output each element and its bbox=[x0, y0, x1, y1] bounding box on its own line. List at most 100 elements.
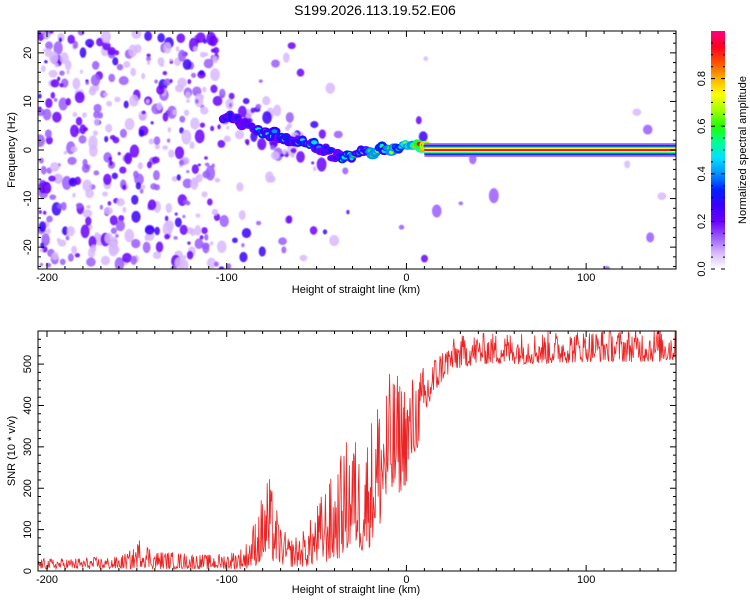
spectrogram-noise-blob bbox=[86, 257, 96, 267]
spectrogram-noise-blob bbox=[285, 112, 294, 123]
spectrogram-noise-blob bbox=[234, 130, 245, 140]
spectrogram-noise-blob bbox=[90, 74, 101, 87]
spectrogram-noise-blob bbox=[66, 69, 70, 75]
spectrogram-noise-blob bbox=[213, 261, 219, 267]
spectrogram-noise-blob bbox=[333, 130, 343, 139]
snr-x-tick-label: -100 bbox=[216, 574, 238, 586]
spectrogram-noise-blob bbox=[129, 144, 140, 158]
spectrogram-noise-blob bbox=[131, 238, 141, 249]
spectrogram-noise-blob bbox=[197, 163, 201, 167]
spectrogram-noise-blob bbox=[130, 67, 137, 77]
spectrogram-noise-blob bbox=[265, 171, 274, 183]
spectrogram-noise-blob bbox=[142, 241, 151, 254]
spectrogram-noise-blob bbox=[106, 100, 113, 107]
spectrogram-noise-blob bbox=[49, 162, 60, 172]
spectrogram-noise-blob bbox=[201, 227, 208, 235]
spectrogram-noise-blob bbox=[139, 188, 144, 194]
spectrogram-noise-blob bbox=[75, 202, 83, 209]
spectrogram-noise-blob bbox=[152, 251, 162, 260]
spectrogram-noise-blob bbox=[40, 165, 47, 175]
snr-panel: -200 -100 0 100 0 100 200 300 400 500 Height of s… bbox=[6, 330, 677, 596]
spectrogram-noise-blob bbox=[112, 57, 119, 66]
spectrogram-noise-blob bbox=[201, 242, 210, 250]
snr-y-tick-label: 200 bbox=[22, 479, 34, 497]
spectrogram-noise-blob bbox=[217, 124, 221, 130]
snr-y-tick-label: 400 bbox=[22, 396, 34, 414]
spectrogram-ridge-cell bbox=[271, 129, 278, 134]
spectrogram-noise-blob bbox=[192, 178, 198, 186]
spectrogram-noise-blob bbox=[210, 48, 216, 53]
spectrogram-noise-blob bbox=[101, 31, 111, 43]
spectrogram-x-label: Height of straight line (km) bbox=[292, 284, 420, 296]
spectrogram-noise-blob bbox=[239, 251, 248, 263]
spectrogram-noise-blob bbox=[258, 79, 263, 83]
spectrogram-noise-blob bbox=[117, 151, 121, 156]
spectrogram-noise-blob bbox=[211, 208, 219, 216]
spectrogram-noise-blob bbox=[199, 122, 206, 128]
spectrogram-y-tick-label: 20 bbox=[22, 47, 34, 59]
spectrogram-noise-blob bbox=[133, 170, 139, 179]
spectrogram-noise-blob bbox=[74, 176, 82, 186]
spectrogram-noise-blob bbox=[45, 98, 53, 109]
spectrogram-noise-blob bbox=[57, 203, 63, 209]
spectrogram-noise-blob bbox=[168, 149, 175, 158]
spectrogram-noise-blob bbox=[204, 156, 208, 160]
spectrogram-noise-blob bbox=[53, 97, 58, 102]
spectrogram-noise-blob bbox=[182, 255, 187, 260]
spectrogram-noise-blob bbox=[280, 153, 284, 157]
spectrogram-noise-blob bbox=[144, 224, 155, 235]
spectrogram-noise-blob bbox=[44, 129, 52, 139]
spectrogram-noise-blob bbox=[50, 91, 56, 99]
spectrogram-noise-blob bbox=[171, 175, 178, 182]
spectrogram-noise-blob bbox=[82, 209, 93, 218]
spectrogram-noise-blob bbox=[42, 48, 46, 52]
spectrogram-noise-blob bbox=[82, 112, 87, 118]
spectrogram-noise-blob bbox=[287, 122, 293, 129]
snr-y-label: SNR (10 * v/v) bbox=[6, 416, 18, 486]
spectrogram-noise-blob bbox=[318, 129, 326, 139]
spectrogram-noise-blob bbox=[148, 138, 154, 145]
spectrogram-noise-blob bbox=[122, 184, 127, 190]
spectrogram-noise-blob bbox=[45, 41, 53, 50]
spectrogram-noise-blob bbox=[156, 102, 163, 111]
spectrogram-noise-blob bbox=[203, 58, 214, 69]
spectrogram-noise-blob bbox=[157, 57, 165, 66]
spectrogram-noise-blob bbox=[198, 70, 205, 76]
spectrogram-noise-blob bbox=[209, 241, 214, 246]
colorbar-tick-label: 0.6 bbox=[696, 119, 708, 134]
spectrogram-noise-blob bbox=[313, 165, 317, 172]
spectrogram-noise-blob bbox=[99, 204, 104, 210]
spectrogram-noise-blob bbox=[65, 97, 71, 106]
spectrogram-noise-blob bbox=[174, 217, 182, 228]
spectrogram-noise-blob bbox=[63, 150, 68, 155]
spectrogram-noise-blob bbox=[194, 129, 205, 144]
spectrogram-noise-blob bbox=[80, 224, 90, 239]
spectrogram-noise-blob bbox=[157, 33, 165, 43]
spectrogram-noise-blob bbox=[79, 47, 87, 58]
spectrogram-noise-blob bbox=[186, 170, 190, 174]
spectrogram-noise-blob bbox=[103, 206, 113, 215]
spectrogram-noise-blob bbox=[310, 121, 319, 129]
spectrogram-noise-blob bbox=[85, 81, 89, 85]
spectrogram-y-tick-label: -10 bbox=[22, 191, 34, 207]
spectrogram-noise-blob bbox=[190, 117, 200, 130]
spectrogram-ridge-cell bbox=[327, 147, 334, 153]
spectrogram-noise-blob bbox=[75, 116, 83, 126]
spectrogram-noise-blob bbox=[137, 162, 143, 170]
spectrogram-noise-blob bbox=[135, 182, 142, 190]
spectrogram-noise-blob bbox=[186, 250, 194, 260]
spectrogram-noise-blob bbox=[278, 237, 287, 245]
spectrogram-noise-blob bbox=[170, 265, 177, 269]
spectrogram-noise-blob bbox=[54, 62, 59, 68]
spectrogram-noise-blob bbox=[118, 76, 129, 86]
spectrogram-noise-blob bbox=[153, 170, 160, 181]
spectrogram-noise-blob bbox=[38, 108, 46, 116]
snr-series-line bbox=[38, 331, 676, 571]
snr-frame bbox=[37, 330, 677, 572]
spectrogram-noise-blob bbox=[41, 31, 45, 34]
spectrogram-noise-blob bbox=[81, 163, 90, 173]
spectrogram-noise-blob bbox=[218, 266, 225, 269]
spectrogram-noise-blob bbox=[154, 226, 160, 236]
colorbar-tick-label: 0.8 bbox=[696, 71, 708, 86]
